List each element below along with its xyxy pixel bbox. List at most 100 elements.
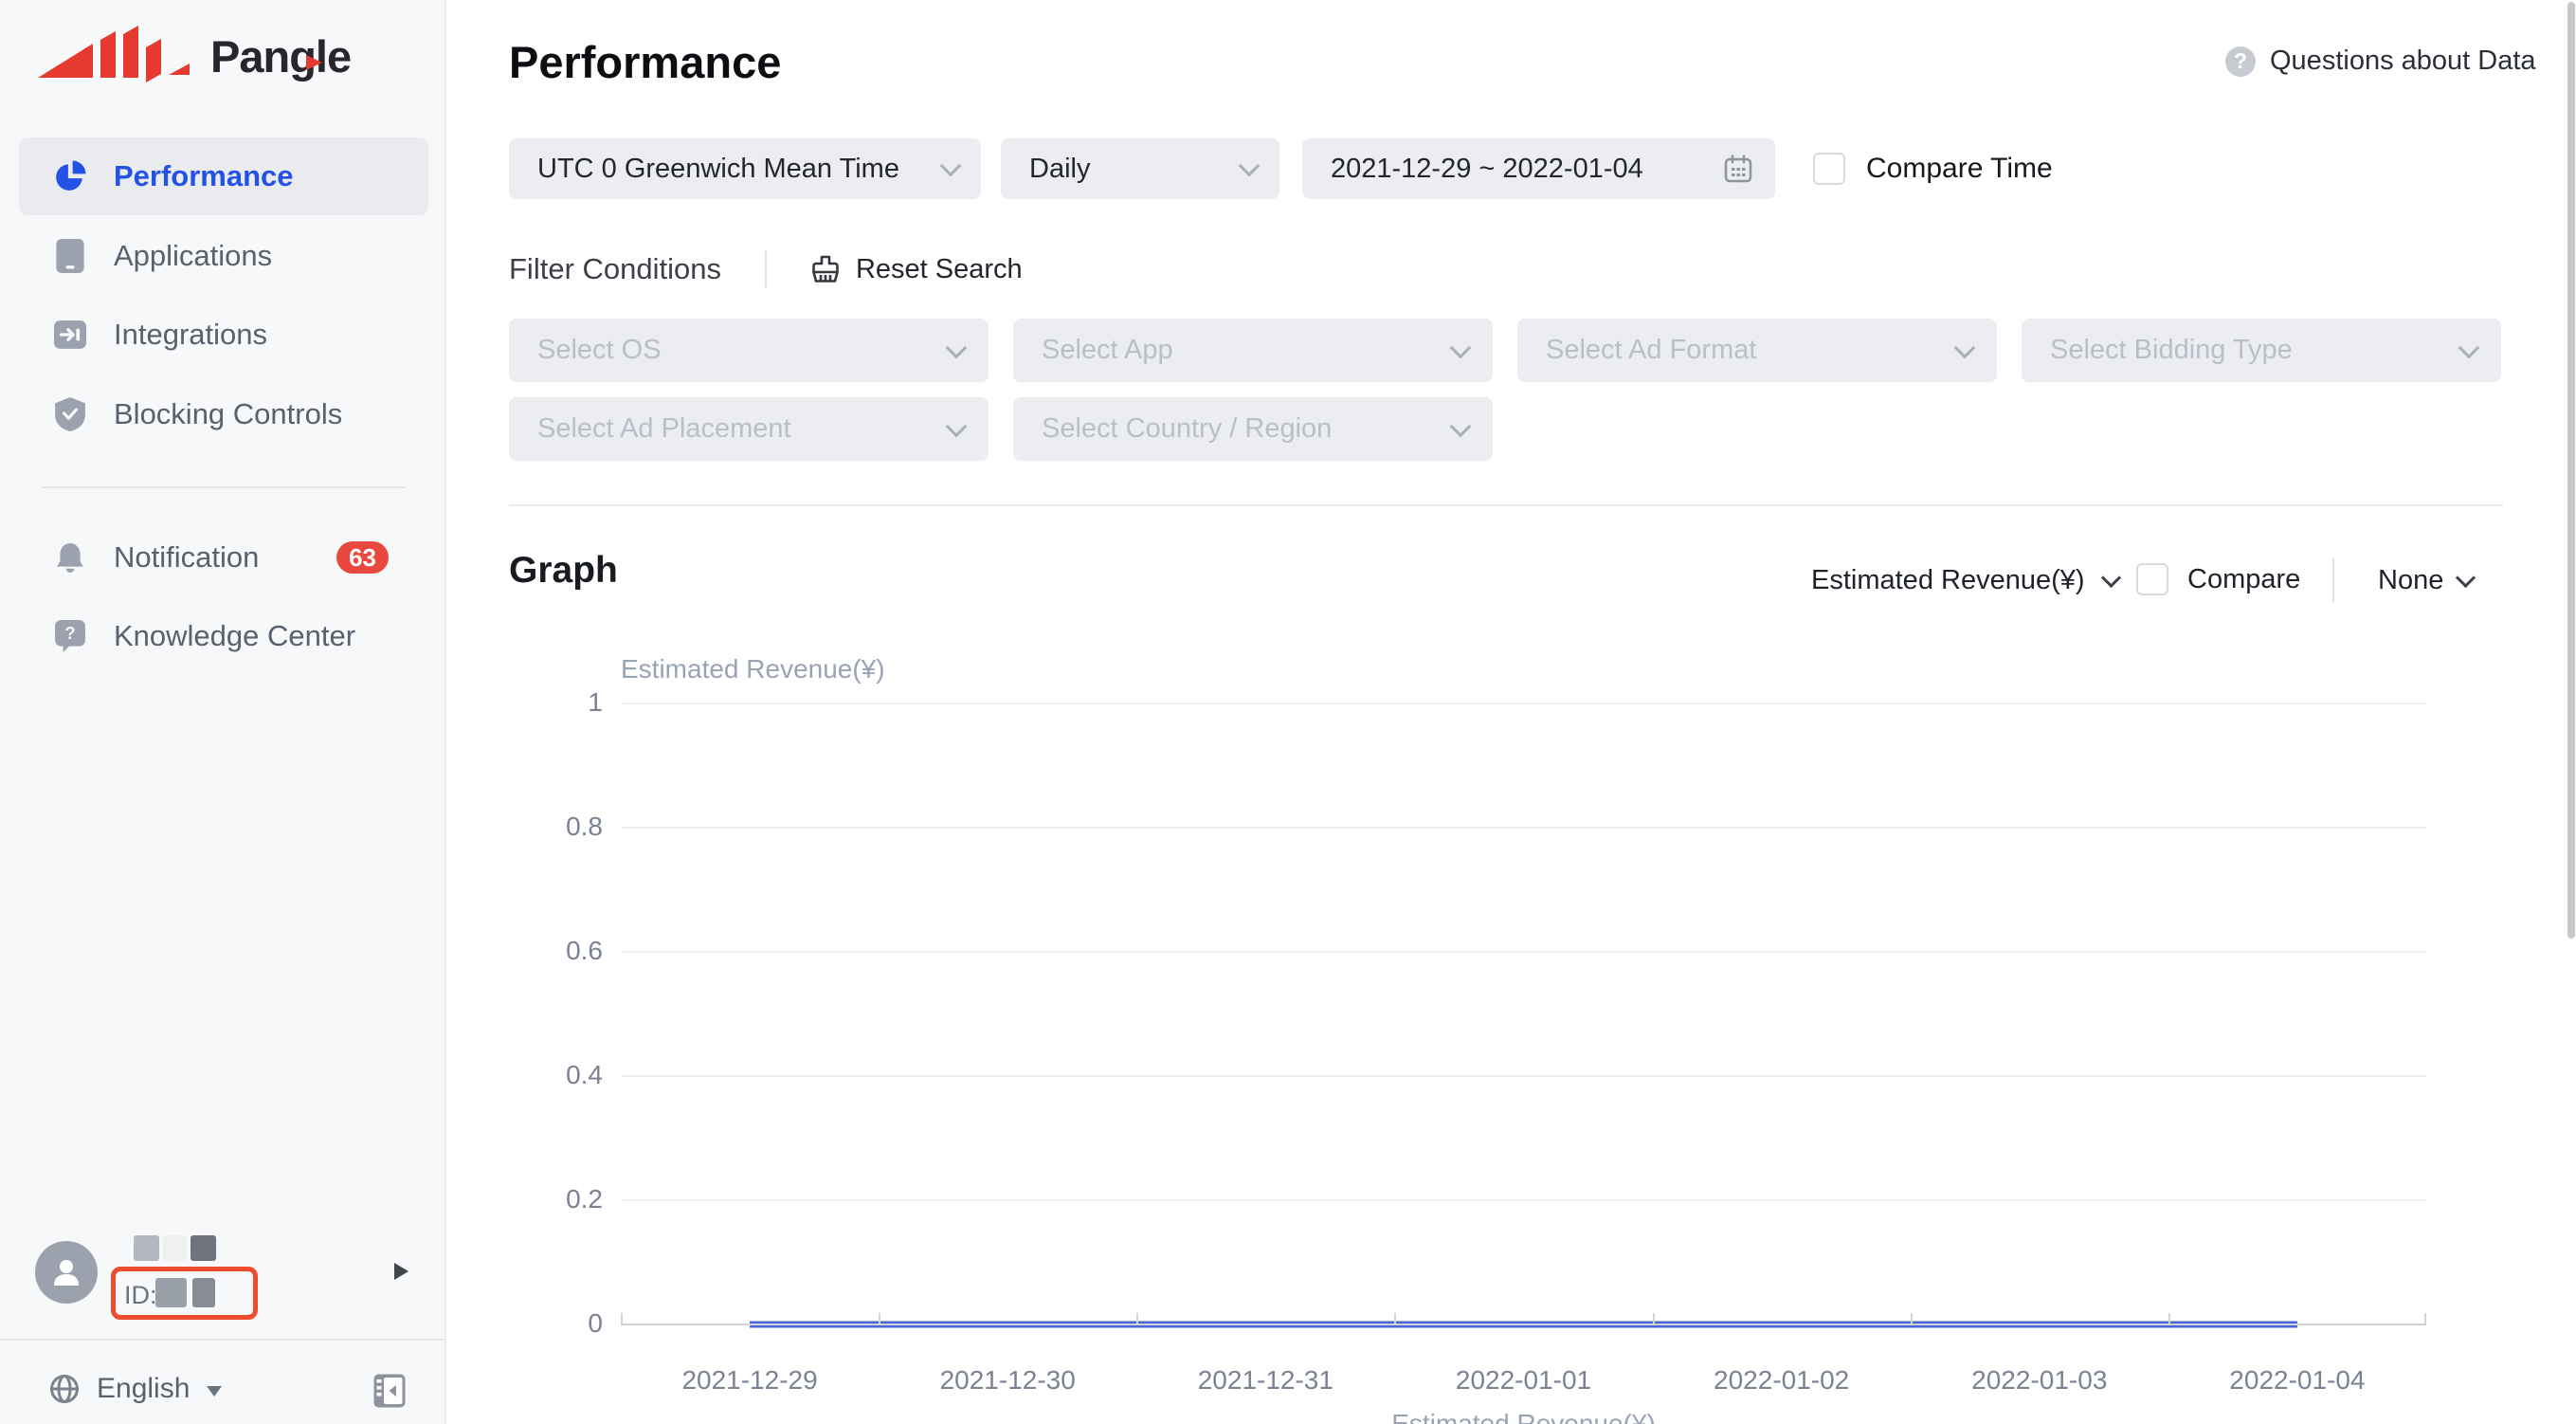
section-divider	[509, 504, 2503, 506]
y-tick-label: 0	[588, 1308, 603, 1338]
sidebar-item-performance[interactable]: Performance	[19, 137, 428, 215]
collapse-sidebar-button[interactable]	[372, 1373, 407, 1409]
x-tick-mark	[621, 1313, 623, 1324]
sidebar-item-label: Blocking Controls	[114, 397, 343, 430]
compare-time-control: Compare Time	[1813, 138, 2053, 199]
select-ad-format[interactable]: Select Ad Format	[1517, 319, 1997, 382]
chevron-down-icon	[1449, 337, 1472, 358]
brand-accent-icon	[306, 55, 323, 70]
x-tick-label: 2022-01-02	[1714, 1365, 1850, 1395]
chevron-down-icon	[1449, 415, 1472, 437]
pie-chart-icon	[53, 159, 87, 193]
x-tick-mark	[2168, 1313, 2170, 1324]
language-selector[interactable]: English	[49, 1373, 223, 1405]
x-tick-label: 2022-01-03	[1971, 1365, 2108, 1395]
granularity-value: Daily	[1029, 153, 1091, 184]
chevron-down-icon	[2458, 337, 2480, 358]
user-menu-caret-icon[interactable]	[394, 1263, 408, 1280]
reset-search-button[interactable]: Reset Search	[810, 254, 1023, 285]
date-range-value: 2021-12-29 ~ 2022-01-04	[1331, 153, 1643, 184]
timezone-value: UTC 0 Greenwich Mean Time	[537, 153, 899, 184]
redacted-id-block	[192, 1278, 215, 1307]
sidebar-item-knowledge-center[interactable]: ? Knowledge Center	[19, 597, 428, 675]
y-axis-tick-labels: 0 0.2 0.4 0.6 0.8 1	[512, 687, 603, 1338]
vertical-divider	[2332, 557, 2334, 603]
chevron-down-icon	[1953, 337, 1976, 358]
select-bidding-type-placeholder: Select Bidding Type	[2050, 335, 2293, 365]
select-ad-placement[interactable]: Select Ad Placement	[509, 397, 989, 461]
compare-checkbox[interactable]	[2136, 563, 2168, 595]
granularity-select[interactable]: Daily	[1001, 138, 1279, 199]
avatar[interactable]	[35, 1241, 98, 1304]
dimension-select[interactable]: None	[2378, 565, 2476, 596]
select-bidding-type[interactable]: Select Bidding Type	[2022, 319, 2501, 382]
x-axis-tick-labels: 2021-12-29 2021-12-30 2021-12-31 2022-01-01…	[621, 1365, 2426, 1399]
x-tick-label: 2022-01-04	[2229, 1365, 2366, 1395]
gridline	[621, 951, 2426, 953]
sidebar-item-label: Integrations	[114, 318, 267, 351]
brand-name: Pangle	[210, 31, 352, 82]
y-tick-label: 0.2	[566, 1184, 603, 1214]
x-tick-label: 2021-12-29	[681, 1365, 818, 1395]
sidebar-item-blocking-controls[interactable]: Blocking Controls	[19, 375, 428, 453]
scrollbar-thumb[interactable]	[2567, 2, 2575, 939]
x-tick-mark	[879, 1313, 881, 1324]
sidebar-item-label: Knowledge Center	[114, 619, 356, 652]
sidebar-item-integrations[interactable]: Integrations	[19, 296, 428, 374]
metric-select[interactable]: Estimated Revenue(¥)	[1811, 565, 2121, 596]
select-os[interactable]: Select OS	[509, 319, 989, 382]
chevron-down-icon	[207, 1385, 223, 1397]
collapse-sidebar-icon	[373, 1374, 406, 1408]
pangle-logo-icon	[38, 26, 190, 82]
notification-count-badge: 63	[336, 541, 389, 574]
x-tick-mark	[1652, 1313, 1655, 1324]
compare-time-label: Compare Time	[1866, 153, 2053, 184]
bell-icon	[53, 540, 87, 575]
integrations-icon	[53, 318, 87, 352]
chevron-down-icon	[2456, 567, 2476, 589]
help-link-label: Questions about Data	[2270, 46, 2536, 76]
sidebar-item-label: Applications	[114, 239, 273, 272]
filter-conditions-header: Filter Conditions Reset Search	[509, 248, 1023, 290]
question-bubble-icon: ?	[53, 619, 87, 653]
x-tick-label: 2021-12-31	[1197, 1365, 1333, 1395]
select-app[interactable]: Select App	[1013, 319, 1493, 382]
compare-label: Compare	[2187, 563, 2301, 594]
chevron-down-icon	[2100, 567, 2121, 589]
y-tick-label: 0.6	[566, 936, 603, 965]
sidebar-item-notification[interactable]: Notification 63	[19, 519, 428, 596]
question-circle-icon: ?	[2225, 46, 2256, 77]
clean-brush-icon	[812, 255, 839, 283]
select-ad-placement-placeholder: Select Ad Placement	[537, 413, 791, 444]
chevron-down-icon	[939, 155, 962, 177]
chevron-down-icon	[945, 415, 968, 437]
chevron-down-icon	[1238, 155, 1261, 177]
x-tick-mark	[1910, 1313, 1913, 1324]
reset-search-label: Reset Search	[855, 253, 1023, 284]
page-title: Performance	[509, 37, 782, 87]
select-country-region-placeholder: Select Country / Region	[1042, 413, 1333, 444]
account-id-label: ID:	[124, 1281, 157, 1309]
compare-time-checkbox[interactable]	[1813, 153, 1845, 185]
language-label: English	[97, 1373, 190, 1404]
redacted-username-block	[190, 1235, 216, 1261]
x-tick-mark	[2424, 1313, 2426, 1324]
y-axis-title: Estimated Revenue(¥)	[621, 654, 885, 684]
sidebar-item-applications[interactable]: Applications	[19, 217, 428, 295]
filter-conditions-title: Filter Conditions	[509, 252, 721, 285]
select-os-placeholder: Select OS	[537, 335, 662, 365]
brand-logo[interactable]: Pangle	[36, 25, 352, 85]
chart-plot-area[interactable]	[621, 703, 2426, 1328]
applications-icon	[53, 239, 87, 273]
date-range-picker[interactable]: 2021-12-29 ~ 2022-01-04	[1302, 138, 1775, 199]
select-app-placeholder: Select App	[1042, 335, 1173, 365]
sidebar-item-label: Notification	[114, 540, 260, 574]
gridline	[621, 827, 2426, 829]
chart-legend[interactable]: Estimated Revenue(¥)	[1391, 1409, 1656, 1424]
sidebar-divider	[41, 486, 405, 488]
timezone-select[interactable]: UTC 0 Greenwich Mean Time	[509, 138, 981, 199]
select-country-region[interactable]: Select Country / Region	[1013, 397, 1493, 461]
questions-about-data-link[interactable]: ? Questions about Data	[2225, 46, 2536, 77]
redacted-username-block	[134, 1235, 159, 1261]
